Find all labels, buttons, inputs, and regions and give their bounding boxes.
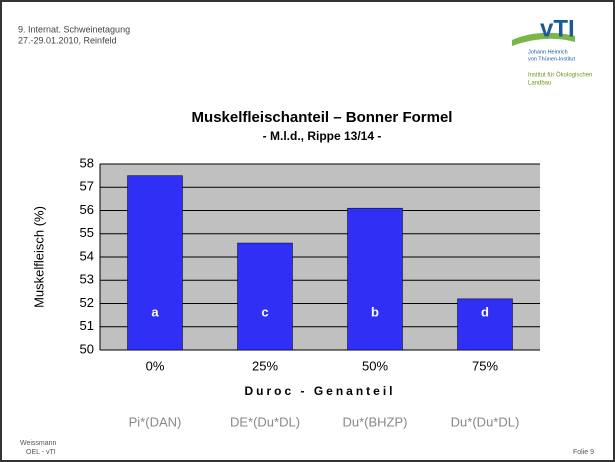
group-label: Du*(Du*DL)	[451, 414, 520, 429]
y-tick-label: 54	[80, 248, 94, 263]
department: Institut für Ökologischen	[528, 72, 592, 79]
logo: vTI	[540, 15, 575, 42]
y-tick-label: 51	[80, 318, 94, 333]
bar	[347, 207, 403, 351]
bar-label: d	[481, 304, 489, 319]
bar-label: c	[261, 304, 268, 319]
bar	[237, 242, 293, 351]
y-tick-label: 50	[80, 341, 94, 356]
x-tick-label: 75%	[472, 358, 498, 373]
chart-subtitle: - M.l.d., Rippe 13/14 -	[263, 129, 382, 143]
y-tick-label: 55	[80, 225, 94, 240]
y-tick-label: 52	[80, 295, 94, 310]
institute: Johann Heinrich	[528, 49, 568, 55]
group-label: Du*(BHZP)	[342, 414, 407, 429]
chart-title: Muskelfleischanteil – Bonner Formel	[192, 109, 453, 126]
event: 9. Internat. Schweinetagung	[18, 24, 130, 34]
date: 27.-29.01.2010, Reinfeld	[18, 35, 117, 45]
x-tick-label: 0%	[146, 358, 165, 373]
bar-label: a	[151, 304, 159, 319]
y-axis-label: Muskelfleisch (%)	[31, 206, 46, 308]
y-tick-label: 57	[80, 179, 94, 194]
group-label: Pi*(DAN)	[129, 414, 182, 429]
x-tick-label: 50%	[362, 358, 388, 373]
bar	[127, 175, 183, 351]
y-tick-label: 56	[80, 202, 94, 217]
slide-number: Folie 9	[573, 449, 594, 456]
group-label: DE*(Du*DL)	[230, 414, 300, 429]
bar-label: b	[371, 304, 379, 319]
y-tick-label: 58	[80, 155, 94, 170]
institute: von Thünen-Institut	[528, 56, 575, 62]
logo-swoosh	[512, 32, 575, 46]
y-tick-label: 53	[80, 272, 94, 287]
x-axis-label: Duroc - Genanteil	[244, 384, 395, 398]
author: Weissmann	[20, 440, 57, 447]
department: Landbau	[528, 81, 551, 87]
author: OEL - vTI	[26, 449, 56, 456]
bar	[457, 298, 513, 351]
x-tick-label: 25%	[252, 358, 278, 373]
